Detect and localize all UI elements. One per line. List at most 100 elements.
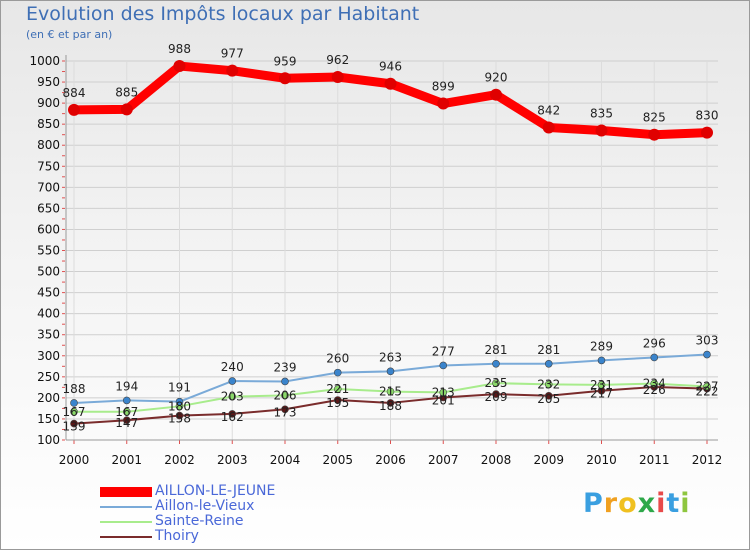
data-label: 231 xyxy=(590,378,613,392)
legend-label: AILLON-LE-JEUNE xyxy=(155,483,276,499)
data-point xyxy=(281,391,289,400)
data-point xyxy=(597,381,606,389)
x-tick-label: 2012 xyxy=(692,453,723,467)
data-label: 277 xyxy=(432,344,455,358)
data-label: 825 xyxy=(643,111,666,125)
y-tick-label: 650 xyxy=(37,201,60,215)
data-label: 191 xyxy=(168,381,191,395)
data-label: 962 xyxy=(326,53,349,67)
data-point xyxy=(331,71,344,84)
data-point xyxy=(122,416,131,425)
legend-label: Sainte-Reine xyxy=(155,513,244,529)
data-point xyxy=(492,379,500,387)
data-point xyxy=(228,377,237,385)
x-tick-label: 2004 xyxy=(270,453,301,467)
data-point xyxy=(490,88,502,101)
data-label: 239 xyxy=(274,360,297,374)
data-point xyxy=(70,419,78,428)
legend-swatch xyxy=(100,487,152,497)
x-tick-label: 2006 xyxy=(375,453,406,467)
data-point xyxy=(492,359,500,368)
data-label: 946 xyxy=(379,60,402,74)
data-label: 209 xyxy=(485,390,508,404)
data-label: 188 xyxy=(63,382,86,396)
data-point xyxy=(70,399,78,407)
data-point xyxy=(597,356,606,365)
data-label: 885 xyxy=(115,85,138,99)
data-label: 920 xyxy=(485,71,508,85)
data-label: 221 xyxy=(326,382,349,396)
data-label: 227 xyxy=(696,380,719,394)
data-label: 899 xyxy=(432,80,455,94)
data-label: 213 xyxy=(432,385,455,399)
data-point xyxy=(68,103,80,116)
data-label: 158 xyxy=(168,412,191,426)
data-point xyxy=(544,380,553,389)
x-tick-label: 2001 xyxy=(111,453,142,467)
data-point xyxy=(437,97,450,110)
logo-letter: P xyxy=(583,488,604,519)
data-label: 180 xyxy=(168,399,191,413)
data-label: 830 xyxy=(696,109,719,123)
data-point xyxy=(439,361,448,370)
data-point xyxy=(173,60,186,73)
data-label: 234 xyxy=(643,377,666,391)
data-label: 215 xyxy=(379,385,402,399)
data-point xyxy=(226,64,239,77)
y-tick-label: 750 xyxy=(37,159,60,173)
logo-letter: x xyxy=(637,488,657,519)
data-label: 173 xyxy=(274,405,297,419)
y-tick-label: 400 xyxy=(37,307,60,321)
data-label: 281 xyxy=(537,343,560,357)
proxiti-logo: Proxiti xyxy=(583,488,691,519)
logo-letter: i xyxy=(656,488,667,519)
data-point xyxy=(120,103,133,116)
chart-subtitle: (en € et par an) xyxy=(26,28,113,41)
data-point xyxy=(333,368,342,377)
data-label: 147 xyxy=(115,416,138,430)
y-tick-label: 500 xyxy=(37,265,60,279)
data-point xyxy=(122,407,131,416)
y-tick-label: 350 xyxy=(37,328,60,342)
logo-letter: r xyxy=(603,488,619,519)
legend-label: Aillon-le-Vieux xyxy=(155,498,255,514)
x-tick-label: 2009 xyxy=(533,453,564,467)
data-point xyxy=(650,379,659,388)
data-point xyxy=(228,392,237,401)
legend-label: Thoiry xyxy=(155,528,199,544)
y-tick-label: 1000 xyxy=(29,54,60,68)
data-point xyxy=(386,399,395,407)
data-point xyxy=(281,377,289,386)
data-label: 303 xyxy=(696,334,719,348)
legend-swatch xyxy=(100,521,152,523)
data-label: 884 xyxy=(63,86,86,100)
data-label: 217 xyxy=(590,387,613,401)
data-point xyxy=(281,405,289,414)
y-tick-label: 100 xyxy=(37,433,60,447)
x-tick-label: 2002 xyxy=(164,453,195,467)
data-label: 281 xyxy=(485,343,508,357)
data-point xyxy=(492,390,500,398)
data-point xyxy=(439,388,448,397)
data-point xyxy=(279,72,291,85)
x-tick-label: 2005 xyxy=(322,453,353,467)
data-point xyxy=(703,382,711,391)
y-tick-label: 550 xyxy=(37,244,60,258)
y-tick-label: 250 xyxy=(37,370,60,384)
legend-swatch xyxy=(100,506,152,508)
y-tick-label: 150 xyxy=(37,412,60,426)
data-label: 263 xyxy=(379,350,402,364)
data-label: 289 xyxy=(590,339,613,353)
y-tick-label: 600 xyxy=(37,222,60,236)
y-tick-label: 950 xyxy=(37,75,60,89)
data-label: 167 xyxy=(63,405,86,419)
data-label: 988 xyxy=(168,42,191,56)
x-tick-label: 2008 xyxy=(481,453,512,467)
data-point xyxy=(228,410,237,418)
x-tick-label: 2007 xyxy=(428,453,459,467)
data-point xyxy=(333,396,342,404)
chart-title: Evolution des Impôts locaux par Habitant xyxy=(26,3,420,25)
data-label: 194 xyxy=(115,379,138,393)
data-point xyxy=(386,367,395,376)
